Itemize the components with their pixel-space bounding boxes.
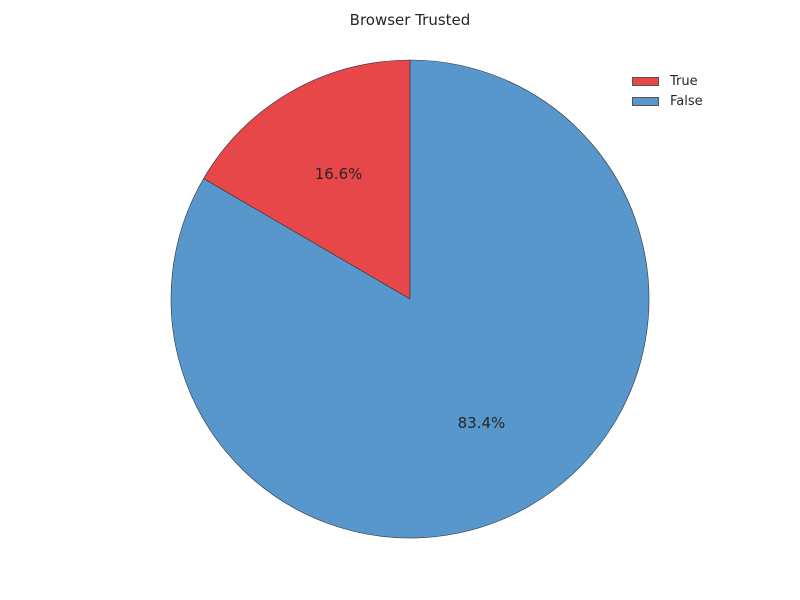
legend-item-true: True — [632, 71, 703, 91]
legend-swatch-false — [632, 96, 659, 106]
pie-slice-true — [203, 59, 411, 300]
legend-label-true: True — [670, 73, 698, 89]
legend-label-false: False — [670, 93, 703, 109]
legend-item-false: False — [632, 91, 703, 111]
pct-label-false: 83.4% — [458, 414, 506, 432]
pie-slice-false — [170, 59, 650, 539]
legend: True False — [632, 71, 703, 111]
chart-title: Browser Trusted — [349, 11, 471, 29]
pct-label-true: 16.6% — [315, 165, 363, 183]
legend-swatch-true — [632, 76, 659, 86]
